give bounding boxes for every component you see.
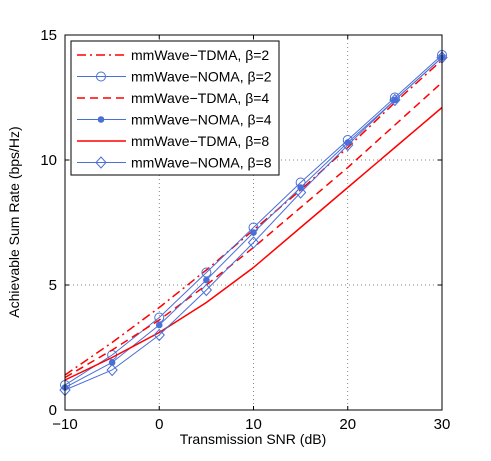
y-tick-label: 5 [49, 277, 57, 294]
series-line [64, 81, 443, 379]
series-line [64, 54, 443, 386]
legend-marker [96, 71, 106, 82]
series-line [64, 59, 443, 376]
legend-label: mmWave−TDMA, β=2 [131, 47, 269, 63]
series-layer [59, 50, 448, 397]
data-point [250, 229, 257, 236]
data-point [294, 186, 307, 199]
legend-label: mmWave−NOMA, β=4 [131, 112, 272, 128]
x-tick-label: −10 [52, 416, 77, 433]
y-tick-label: 0 [49, 402, 57, 419]
legend-label: mmWave−TDMA, β=8 [131, 133, 269, 149]
data-point [203, 276, 210, 284]
data-point [106, 363, 118, 377]
legend-marker [97, 116, 105, 123]
x-tick-label: 20 [339, 416, 356, 433]
series-line [64, 57, 443, 391]
y-tick-label: 10 [40, 152, 57, 169]
x-tick-label: 30 [434, 416, 451, 433]
data-point [247, 236, 260, 249]
y-axis-label: Achievable Sum Rate (bps/Hz) [6, 126, 22, 317]
series-line [64, 106, 443, 381]
legend-label: mmWave−NOMA, β=8 [131, 155, 272, 171]
legend-marker [95, 156, 107, 169]
y-tick-label: 15 [40, 27, 57, 44]
data-point [200, 283, 213, 297]
x-tick-label: 0 [155, 416, 163, 433]
x-tick-label: 10 [245, 416, 262, 433]
data-point [389, 93, 401, 107]
data-point [342, 138, 354, 152]
data-point [153, 328, 165, 342]
legend-box [70, 40, 280, 176]
data-point [155, 321, 163, 329]
x-axis-label: Transmission SNR (dB) [180, 431, 327, 447]
legend: mmWave−TDMA, β=2 mmWave−NOMA, β=2 mmWave−T… [70, 40, 280, 176]
legend-label: mmWave−NOMA, β=2 [131, 69, 272, 85]
legend-label: mmWave−TDMA, β=4 [131, 90, 269, 106]
data-point [108, 359, 116, 366]
